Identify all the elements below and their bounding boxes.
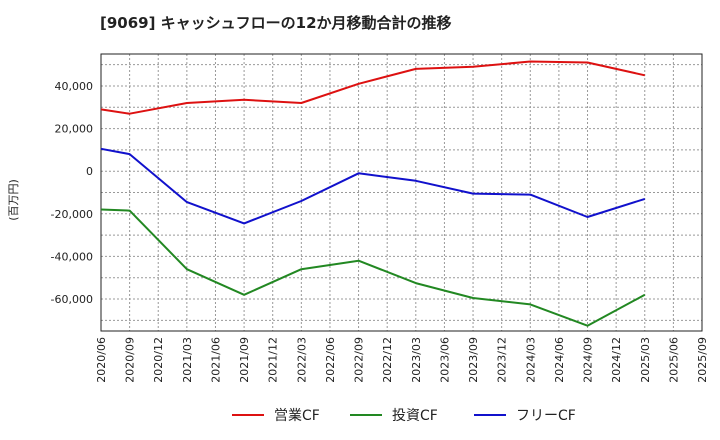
x-tick-label: 2023/03 [410,337,423,383]
x-tick-label: 2022/09 [353,337,366,383]
y-tick-label: -40,000 [51,250,93,263]
x-tick-label: 2023/12 [496,337,509,383]
x-tick-label: 2021/03 [181,337,194,383]
plot-area-frame [100,53,703,332]
legend-label-free-cf: フリーCF [516,408,576,424]
x-tick-label: 2021/12 [267,337,280,383]
x-tick-label: 2025/06 [667,337,680,383]
x-tick-label: 2021/06 [209,337,222,383]
x-tick-label: 2023/09 [467,337,480,383]
y-tick-label: -60,000 [51,293,93,306]
x-axis-ticks: 2020/06 2020/09 2020/12 2021/03 2021/06 2021/… [95,337,709,383]
y-tick-label: 0 [86,165,93,178]
x-tick-label: 2021/09 [238,337,251,383]
legend: 営業CF 投資CF フリーCF [232,408,576,424]
chart-title: [9069] キャッシュフローの12か月移動合計の推移 [100,14,452,32]
x-tick-label: 2022/03 [295,337,308,383]
x-tick-label: 2024/03 [524,337,537,383]
legend-label-investing-cf: 投資CF [392,408,438,424]
y-tick-label: 20,000 [55,123,94,136]
free-cf-line [100,147,646,225]
x-tick-label: 2025/03 [639,337,652,383]
series-lines [100,60,646,327]
x-tick-label: 2022/12 [381,337,394,383]
operating-cf-line [100,60,646,115]
x-tick-label: 2022/06 [324,337,337,383]
x-tick-label: 2024/06 [553,337,566,383]
x-tick-label: 2023/06 [438,337,451,383]
grid-lines [101,54,702,331]
x-tick-label: 2020/12 [152,337,165,383]
legend-label-operating-cf: 営業CF [274,408,320,424]
x-tick-label: 2024/09 [582,337,595,383]
x-tick-label: 2020/06 [95,337,108,383]
x-tick-label: 2025/09 [696,337,709,383]
x-tick-label: 2020/09 [124,337,137,383]
x-tick-label: 2024/12 [610,337,623,383]
y-tick-label: 40,000 [55,80,94,93]
y-tick-label: -20,000 [51,208,93,221]
investing-cf-line [100,208,646,327]
y-axis-label: (百万円) [7,179,20,221]
y-axis-ticks: -60,000 -40,000 -20,000 0 20,000 40,000 [51,80,93,306]
